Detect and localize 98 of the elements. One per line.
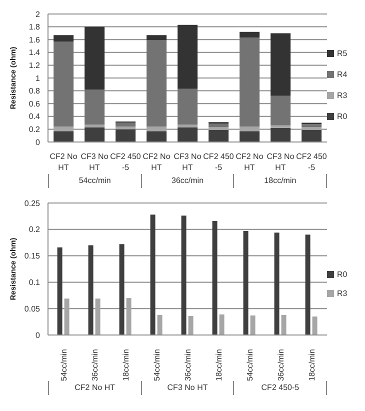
bar (270, 125, 291, 128)
legend-label: R4 (337, 70, 348, 79)
x-tick-label: 54cc/min (60, 349, 68, 382)
legend-label: R3 (337, 91, 348, 100)
bar (178, 24, 198, 89)
bar (64, 298, 70, 335)
x-tick-label: CF2 No HT (142, 152, 171, 172)
bar (54, 42, 74, 127)
bar (274, 232, 280, 335)
bar (212, 220, 218, 335)
y-tick-label: 1.8 (28, 22, 41, 32)
y-tick-label: 0.4 (28, 112, 41, 122)
text: CF2 450-5 (233, 381, 328, 395)
legend-label: R5 (337, 49, 348, 58)
bar (270, 128, 291, 142)
text: 36cc/min (140, 174, 234, 188)
bar (88, 245, 94, 335)
bar (270, 33, 291, 96)
bar (305, 234, 310, 335)
y-tick-label: 0.05 (24, 304, 41, 314)
y-tick-label: 1 (36, 74, 41, 83)
x-tick-label: CF3 No HT (174, 152, 202, 172)
x-tick-label: CF2 450-5 (203, 152, 234, 172)
text: 54cc/min (48, 174, 141, 188)
bar (95, 298, 100, 335)
x-tick-label: 54cc/min (152, 349, 162, 382)
bar (250, 315, 256, 335)
y-tick-label: 1.6 (28, 35, 41, 44)
bar (302, 124, 322, 128)
bar (219, 314, 224, 335)
bar (54, 131, 74, 142)
bar (240, 126, 260, 132)
x-tick-label: CF3 No HT (266, 152, 295, 172)
x-tick-label: CF2 No HT (236, 152, 264, 172)
bar (54, 35, 74, 42)
y-tick-label: 0 (36, 330, 41, 340)
text: CF3 No HT (140, 381, 234, 395)
bar (146, 131, 167, 142)
y-tick-label: 0.1 (28, 278, 41, 288)
bar (84, 26, 105, 90)
bar (270, 96, 291, 126)
x-tick-label: 18cc/min (214, 349, 224, 382)
bar (178, 124, 198, 128)
bar (157, 314, 162, 335)
bar (54, 126, 74, 132)
bar (181, 216, 186, 335)
legend-label: R3 (337, 289, 348, 298)
bar (150, 214, 156, 335)
y-tick-label: 0.2 (28, 225, 41, 234)
bar (240, 32, 260, 38)
bar (119, 244, 124, 335)
x-tick-label: CF2 450-5 (296, 152, 328, 172)
bar (126, 298, 132, 335)
bar (240, 38, 260, 127)
bar (146, 40, 167, 127)
y-tick-label: 1.4 (28, 48, 41, 58)
bar (146, 126, 167, 132)
bar (312, 316, 318, 335)
bar (116, 122, 136, 127)
x-tick-label: CF3 No HT (80, 152, 109, 172)
text: 18cc/min (233, 174, 328, 188)
text: CF2 No HT (48, 381, 141, 395)
y-tick-label: 0 (36, 138, 41, 147)
bar (208, 127, 229, 130)
legend-label: R0 (337, 112, 348, 121)
x-tick-label: CF2 No HT (50, 152, 78, 172)
bar (188, 316, 194, 335)
bar (302, 130, 322, 142)
bar (208, 130, 229, 142)
x-tick-label: 18cc/min (122, 349, 130, 382)
bar (178, 88, 198, 125)
x-tick-label: 54cc/min (246, 349, 254, 382)
x-tick-label: 36cc/min (90, 349, 100, 382)
x-tick-label: CF2 450-5 (110, 152, 142, 172)
bar (57, 247, 62, 335)
bar (84, 90, 105, 125)
y-tick-label: 1.2 (28, 61, 41, 70)
bar (302, 127, 322, 130)
bar (146, 35, 167, 40)
bar (281, 314, 286, 335)
bar (116, 129, 136, 142)
bar (116, 126, 136, 130)
x-tick-label: 18cc/min (308, 349, 316, 382)
bar (240, 131, 260, 142)
y-tick-label: 2 (36, 10, 41, 19)
bar (178, 127, 198, 142)
x-tick-label: 36cc/min (276, 349, 286, 382)
x-tick-label: 36cc/min (184, 349, 192, 382)
y-tick-label: 0.8 (28, 86, 41, 96)
bar (208, 123, 229, 128)
legend-label: R0 (337, 270, 348, 279)
y-tick-label: 0.6 (28, 99, 41, 108)
y-tick-label: 0.2 (28, 125, 41, 134)
bar (84, 127, 105, 142)
bar (243, 230, 248, 335)
y-tick-label: 0.25 (24, 198, 41, 208)
bar (84, 124, 105, 128)
y-tick-label: 0.15 (24, 252, 41, 261)
